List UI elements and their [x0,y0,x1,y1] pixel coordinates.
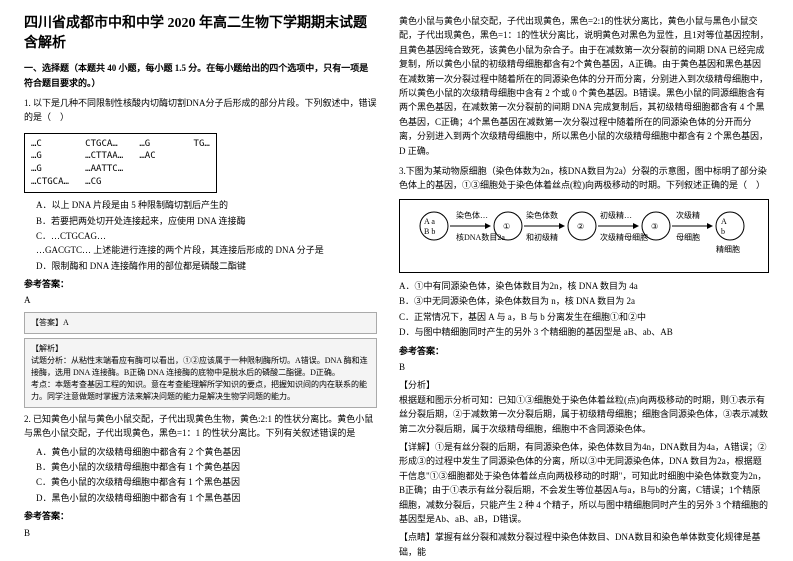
svg-text:和初级精: 和初级精 [526,232,558,242]
svg-text:A: A [721,217,727,226]
svg-text:核DNA数目2a: 核DNA数目2a [456,232,505,242]
svg-text:次级精母细胞: 次级精母细胞 [600,232,648,242]
q2-ans-label: 参考答案： [24,509,377,523]
q3-optD: D．与图中精细胞同时产生的另外 3 个精细胞的基因型是 aB、ab、AB [399,325,769,339]
svg-text:染色体…: 染色体… [456,210,488,220]
q1-optA: A．以上 DNA 片段是由 5 种限制酶切割后产生的 [24,198,377,212]
q1-ans: A [24,293,377,307]
svg-text:A a: A a [424,217,435,226]
q1-optC-mid: …GACGTC… [36,245,91,255]
q1-box3: 试题分析：从粘性末端看应有酶可以看出，①②应该属于一种限制酶所切。A错误。DNA… [31,355,370,379]
doc-title: 四川省成都市中和中学 2020 年高二生物下学期期末试题含解析 [24,14,377,53]
q1-ans-label: 参考答案： [24,277,377,291]
q2-explanation: 黄色小鼠与黄色小鼠交配，子代出现黄色，黑色=2:1的性状分离比，黄色小鼠与黑色小… [399,14,769,158]
q2-optB: B．黄色小鼠的次级精母细胞中都含有 1 个黄色基因 [24,460,377,474]
q2-optA: A．黄色小鼠的次级精母细胞中都含有 2 个黄色基因 [24,445,377,459]
svg-text:次级精: 次级精 [676,210,700,220]
q2-stem: 2. 已知黄色小鼠与黄色小鼠交配，子代出现黄色生物，黄色:2:1 的性状分离比。… [24,412,377,441]
q3-diagram: A a B b 染色体… 核DNA数目2a ① 染色体数 和初级精 ② 初级精…… [399,199,769,273]
q3-ans-label: 参考答案： [399,344,769,358]
q3-optA: A．①中有同源染色体，染色体数目为2n，核 DNA 数目为 4a [399,279,769,293]
q3-fenxi-text: 根据题和图示分析可知：已知①③细胞处于染色体着丝粒(点)向两极移动的时期，则①表… [399,393,769,436]
svg-text:b: b [721,227,725,236]
q1-box2: 【解析】 试题分析：从粘性末端看应有酶可以看出，①②应该属于一种限制酶所切。A错… [24,338,377,408]
q1-optC-post: 上述能进行连接的两个片段，其连接后形成的 DNA 分子是 [93,245,324,255]
section-1-head: 一、选择题（本题共 40 小题，每小题 1.5 分。在每小题给出的四个选项中，只… [24,61,377,90]
svg-text:初级精…: 初级精… [600,210,632,220]
svg-text:③: ③ [651,222,658,231]
q1-optD: D．限制酶和 DNA 连接酶作用的部位都是磷酸二酯键 [24,259,377,273]
svg-text:①: ① [503,222,510,231]
frag-row: …G …CTTAA… …AC [31,150,210,163]
q1-optB: B．若要把两处切开处连接起来，应使用 DNA 连接酶 [24,214,377,228]
q1-stem: 1. 以下是几种不同限制性核酸内切酶切割DNA分子后形成的部分片段。下列叙述中，… [24,96,377,125]
q3-dianping: 【点睛】掌握有丝分裂和减数分裂过程中染色体数目、DNA数目和染色单体数变化规律是… [399,530,769,559]
q1-box2-head: 【解析】 [31,343,370,355]
q3-optB: B．③中无同源染色体，染色体数目为 n，核 DNA 数目为 2a [399,294,769,308]
q3-xiangjie: 【详解】①是有丝分裂的后期，有同源染色体，染色体数目为4n，DNA数目为4a，A… [399,440,769,526]
q1-fragment-box: …C CTGCA… …G TG… …G …CTTAA… …AC …G …AATT… [24,133,217,193]
svg-text:染色体数: 染色体数 [526,210,558,220]
svg-text:精细胞: 精细胞 [716,244,740,254]
right-column: 黄色小鼠与黄色小鼠交配，子代出现黄色，黑色=2:1的性状分离比，黄色小鼠与黑色小… [393,14,775,547]
svg-text:②: ② [577,222,584,231]
frag-row: …C CTGCA… …G TG… [31,138,210,151]
q3-fenxi-head: 【分析】 [399,378,769,392]
q2-ans: B [24,526,377,540]
left-column: 四川省成都市中和中学 2020 年高二生物下学期期末试题含解析 一、选择题（本题… [18,14,383,547]
q1-optC: C．…CTGCAG… …GACGTC… 上述能进行连接的两个片段，其连接后形成的… [24,229,377,258]
svg-text:B b: B b [424,227,435,236]
frag-row: …G …AATTC… [31,163,210,176]
svg-text:母细胞: 母细胞 [676,232,700,242]
diagram-svg: A a B b 染色体… 核DNA数目2a ① 染色体数 和初级精 ② 初级精…… [404,204,764,264]
frag-row: …CTGCA… …CG [31,176,210,189]
q3-stem: 3.下图为某动物原细胞（染色体数为2n，核DNA数目为2a）分裂的示意图，图中标… [399,164,769,193]
q3-optC: C．正常情况下，基因 A 与 a，B 与 b 分离发生在细胞①和②中 [399,310,769,324]
q1-optC-pre: C．…CTGCAG… [36,231,106,241]
q3-ans: B [399,360,769,374]
q1-box1: 【答案】A [24,312,377,334]
q1-box4: 考点：本题考查基因工程的知识。意在考查能理解所学知识的要点，把握知识间的内在联系… [31,379,370,403]
q2-optD: D．黑色小鼠的次级精母细胞中都含有 1 个黑色基因 [24,491,377,505]
q2-optC: C．黄色小鼠的次级精母细胞中都含有 1 个黑色基因 [24,475,377,489]
